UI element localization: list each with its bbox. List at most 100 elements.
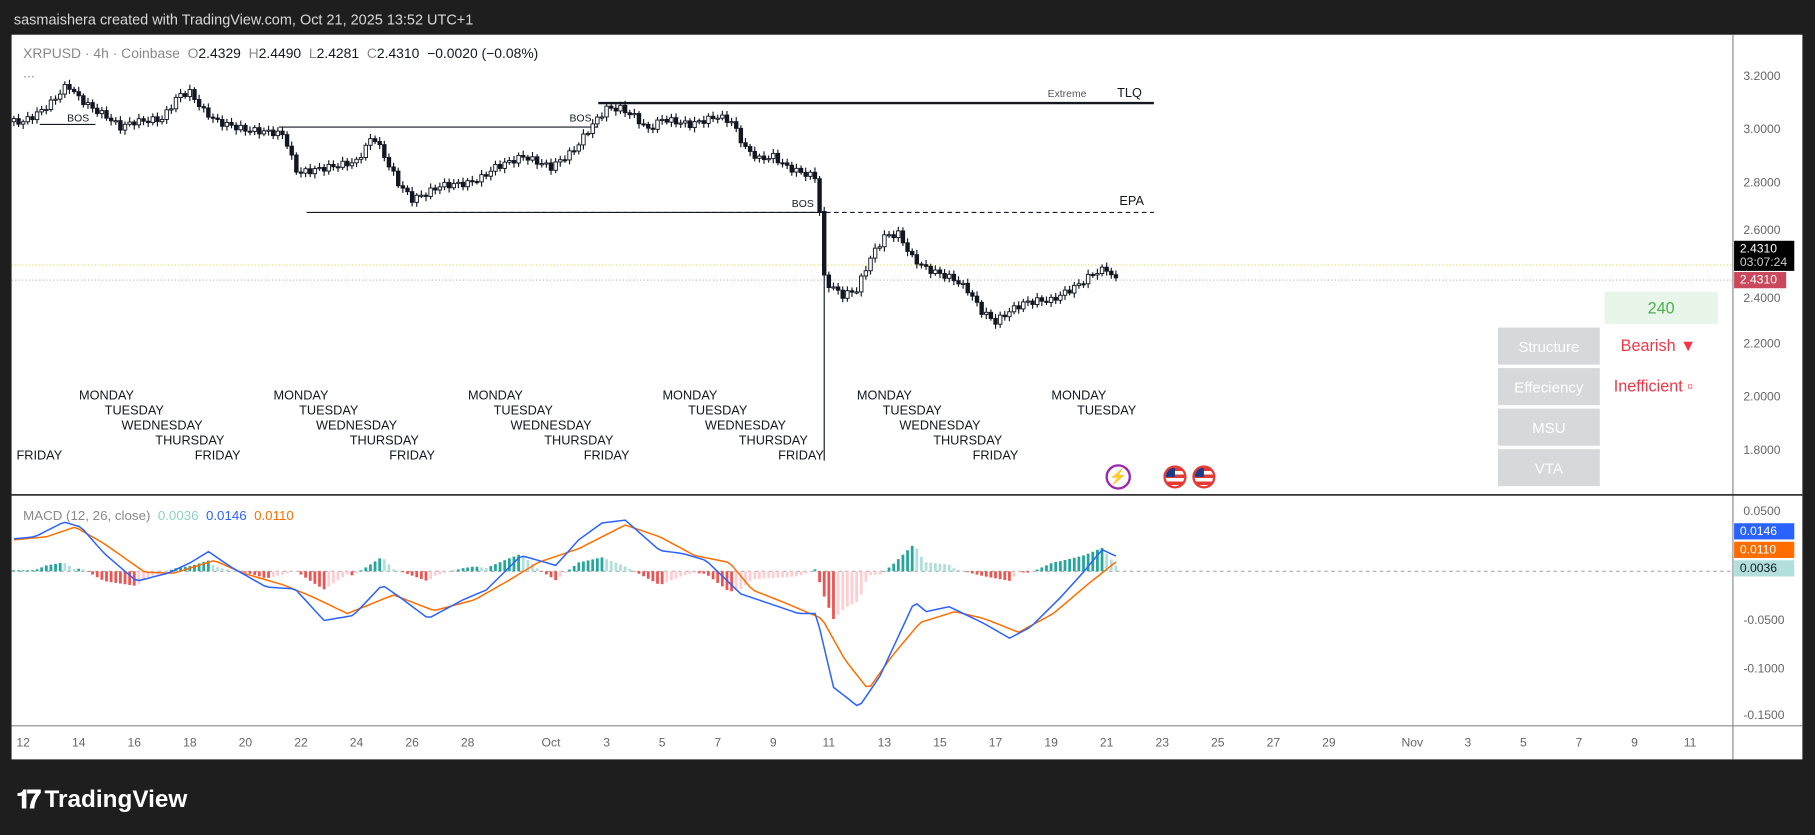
candle-body	[1099, 266, 1105, 274]
histogram-bar	[535, 568, 539, 572]
histogram-bar	[415, 571, 419, 578]
day-label: MONDAY	[79, 388, 134, 403]
histogram-bar	[267, 571, 270, 578]
histogram-bar	[892, 563, 896, 572]
candle-body	[16, 118, 21, 125]
candle-body	[812, 171, 818, 180]
candle-body	[632, 113, 637, 116]
histogram-bar	[531, 564, 534, 572]
time-axis-tick: 15	[933, 736, 947, 751]
histogram-bar	[818, 571, 821, 583]
candle-body	[326, 163, 331, 172]
time-axis-tick: 29	[1322, 736, 1336, 751]
candle-body	[470, 180, 475, 183]
candle-body	[808, 171, 813, 177]
histogram-bar	[1114, 565, 1118, 572]
candle-body	[201, 106, 206, 109]
time-axis-tick: 24	[349, 736, 364, 751]
histogram-bar	[165, 571, 169, 572]
histogram-bar	[58, 563, 62, 572]
candle-body	[368, 138, 373, 146]
logo-text: TradingView	[44, 786, 188, 813]
histogram-bar	[744, 571, 747, 586]
candle-body	[474, 181, 480, 184]
macd-line	[13, 519, 1117, 707]
tv-logo-icon: 𝟏𝟕	[16, 784, 41, 814]
symbol-name[interactable]: XRPUSD · 4h · Coinbase	[23, 45, 180, 62]
candle-body	[1025, 300, 1031, 303]
histogram-bar	[558, 571, 562, 577]
candle-body	[951, 273, 957, 282]
histogram-bar	[507, 558, 511, 572]
histogram-bar	[563, 571, 567, 574]
bar-countdown: 03:07:24	[1739, 255, 1788, 270]
histogram-bar	[299, 571, 303, 575]
candle-body	[1016, 305, 1021, 310]
histogram-bar	[873, 571, 877, 575]
candle-body	[784, 162, 790, 166]
candle-body	[775, 152, 781, 164]
candle-body	[122, 123, 128, 131]
candle-body	[317, 167, 322, 170]
candle-body	[534, 156, 540, 165]
day-label: THURSDAY	[738, 434, 808, 448]
day-label: FRIDAY	[194, 449, 241, 464]
histogram-bar	[966, 571, 970, 573]
candle-body	[613, 107, 619, 112]
time-axis-tick: 20	[238, 736, 253, 751]
macd-legend[interactable]: MACD (12, 26, close) 0.0036 0.0146 0.011…	[23, 509, 294, 523]
structure-value: Bearish ▼	[1620, 335, 1697, 355]
histogram-bar	[271, 571, 275, 577]
histogram-bar	[795, 571, 798, 577]
histogram-bar	[785, 571, 789, 578]
candle-body	[743, 142, 748, 147]
candle-body	[210, 116, 216, 119]
histogram-bar	[980, 571, 984, 576]
day-label: WEDNESDAY	[121, 419, 203, 433]
histogram-bar	[225, 569, 229, 572]
candle-body	[798, 167, 804, 173]
low-label: L	[308, 45, 317, 62]
day-label: MONDAY	[273, 388, 329, 403]
candle-body	[854, 291, 859, 294]
candle-body	[247, 130, 253, 133]
histogram-bar	[1068, 558, 1072, 572]
histogram-bar	[424, 571, 428, 581]
histogram-bar	[146, 571, 150, 578]
histogram-bar	[674, 571, 678, 579]
candle-body	[882, 234, 887, 248]
candle-body	[636, 113, 642, 125]
histogram-bar	[762, 571, 766, 579]
candle-body	[1109, 270, 1114, 276]
candle-body	[942, 272, 947, 279]
us-flag-event-icon[interactable]	[1163, 465, 1187, 489]
lightning-event-icon[interactable]: ⚡	[1105, 464, 1131, 490]
candle-body	[409, 191, 415, 203]
histogram-bar	[1054, 561, 1058, 572]
histogram-bar	[526, 559, 530, 572]
histogram-bar	[771, 571, 775, 578]
histogram-bar	[95, 571, 99, 578]
symbol-legend[interactable]: XRPUSD · 4h · Coinbase O2.4329 H2.4490 L…	[23, 45, 538, 61]
histogram-bar	[998, 571, 1002, 580]
candle-body	[747, 146, 753, 152]
macd-title[interactable]: MACD (12, 26, close)	[23, 509, 151, 524]
candle-body	[891, 234, 896, 239]
candle-body	[988, 311, 994, 319]
histogram-bar	[1012, 571, 1016, 577]
more-indicators-button[interactable]: ...	[23, 64, 35, 82]
candle-body	[335, 166, 341, 169]
candle-body	[488, 170, 494, 177]
histogram-bar	[1017, 571, 1021, 573]
candle-body	[456, 181, 461, 185]
candle-body	[1095, 273, 1100, 276]
histogram-bar	[151, 571, 155, 576]
day-label: TUESDAY	[299, 404, 359, 418]
candle-body	[872, 247, 878, 259]
day-label: THURSDAY	[933, 434, 1003, 448]
histogram-bar	[910, 545, 914, 572]
us-flag-event-icon[interactable]	[1192, 465, 1216, 489]
candle-body	[687, 120, 693, 129]
histogram-bar	[1086, 553, 1090, 572]
